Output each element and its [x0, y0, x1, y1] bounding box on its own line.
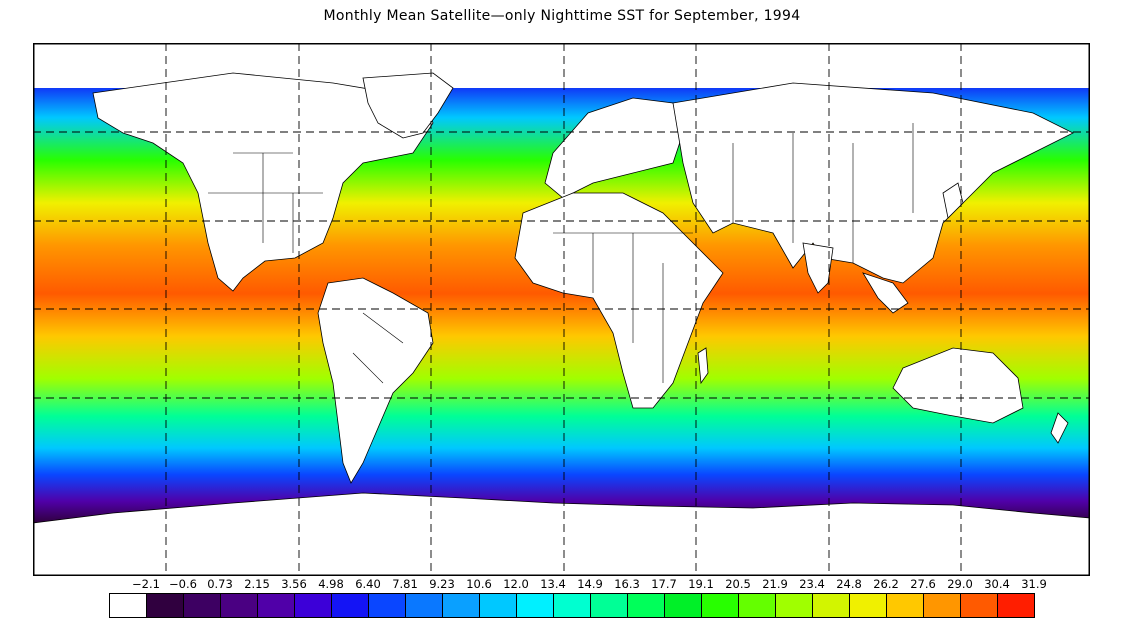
africa [514, 192, 724, 409]
colorbar-tick-label: −0.6 [169, 577, 197, 591]
colorbar-swatch [146, 593, 184, 618]
asia [672, 82, 1074, 284]
colorbar-tick-label: 19.1 [688, 577, 714, 591]
colorbar [109, 593, 1035, 618]
colorbar-tick-label: 16.3 [614, 577, 640, 591]
colorbar-tick-label: 6.40 [355, 577, 381, 591]
graticule [33, 43, 1090, 576]
borders [208, 123, 914, 384]
colorbar-tick-label: 29.0 [947, 577, 973, 591]
colorbar-tick-label: 24.8 [836, 577, 862, 591]
colorbar-swatch [442, 593, 480, 618]
colorbar-tick-label: 27.6 [910, 577, 936, 591]
map-frame [33, 43, 1090, 576]
southeast-asia [862, 272, 909, 314]
colorbar-swatch [664, 593, 702, 618]
europe [544, 97, 684, 199]
colorbar-swatch [812, 593, 850, 618]
japan [942, 182, 964, 219]
colorbar-tick-label: 31.9 [1021, 577, 1047, 591]
colorbar-swatch [183, 593, 221, 618]
colorbar-swatch [516, 593, 554, 618]
greenland [362, 72, 454, 139]
colorbar-swatch [479, 593, 517, 618]
colorbar-tick-labels: −2.1 −0.6 0.73 2.15 3.56 4.98 6.40 7.81 9.23 10.6… [0, 577, 1124, 591]
colorbar-tick-label: 10.6 [466, 577, 492, 591]
colorbar-swatch [701, 593, 739, 618]
colorbar-swatch [553, 593, 591, 618]
colorbar-swatch [923, 593, 961, 618]
colorbar-swatch [849, 593, 887, 618]
colorbar-tick-label: 12.0 [503, 577, 529, 591]
colorbar-tick-label: 4.98 [318, 577, 344, 591]
colorbar-tick-label: 20.5 [725, 577, 751, 591]
india [802, 242, 834, 294]
colorbar-swatch [109, 593, 147, 618]
colorbar-tick-label: −2.1 [132, 577, 160, 591]
colorbar-swatch [960, 593, 998, 618]
colorbar-swatch [220, 593, 258, 618]
colorbar-tick-label: 17.7 [651, 577, 677, 591]
colorbar-swatch [627, 593, 665, 618]
colorbar-tick-label: 2.15 [244, 577, 270, 591]
colorbar-tick-label: 26.2 [873, 577, 899, 591]
madagascar [697, 347, 709, 385]
colorbar-tick-label: 0.73 [207, 577, 233, 591]
colorbar-swatch [368, 593, 406, 618]
colorbar-swatch [997, 593, 1035, 618]
colorbar-tick-label: 13.4 [540, 577, 566, 591]
colorbar-tick-label: 14.9 [577, 577, 603, 591]
colorbar-tick-label: 23.4 [799, 577, 825, 591]
colorbar-swatch [775, 593, 813, 618]
colorbar-swatch [405, 593, 443, 618]
south-america [317, 277, 434, 484]
colorbar-swatch [886, 593, 924, 618]
colorbar-swatch [294, 593, 332, 618]
colorbar-tick-label: 9.23 [429, 577, 455, 591]
sst-map [33, 43, 1090, 576]
new-zealand [1050, 412, 1069, 444]
colorbar-tick-label: 3.56 [281, 577, 307, 591]
colorbar-tick-label: 30.4 [984, 577, 1010, 591]
colorbar-swatch [331, 593, 369, 618]
australia [892, 347, 1024, 424]
antarctica [33, 492, 1090, 576]
colorbar-swatch [257, 593, 295, 618]
colorbar-swatch [590, 593, 628, 618]
colorbar-tick-label: 21.9 [762, 577, 788, 591]
colorbar-tick-label: 7.81 [392, 577, 418, 591]
map-title: Monthly Mean Satellite—only Nighttime SS… [323, 8, 801, 24]
colorbar-swatch [738, 593, 776, 618]
